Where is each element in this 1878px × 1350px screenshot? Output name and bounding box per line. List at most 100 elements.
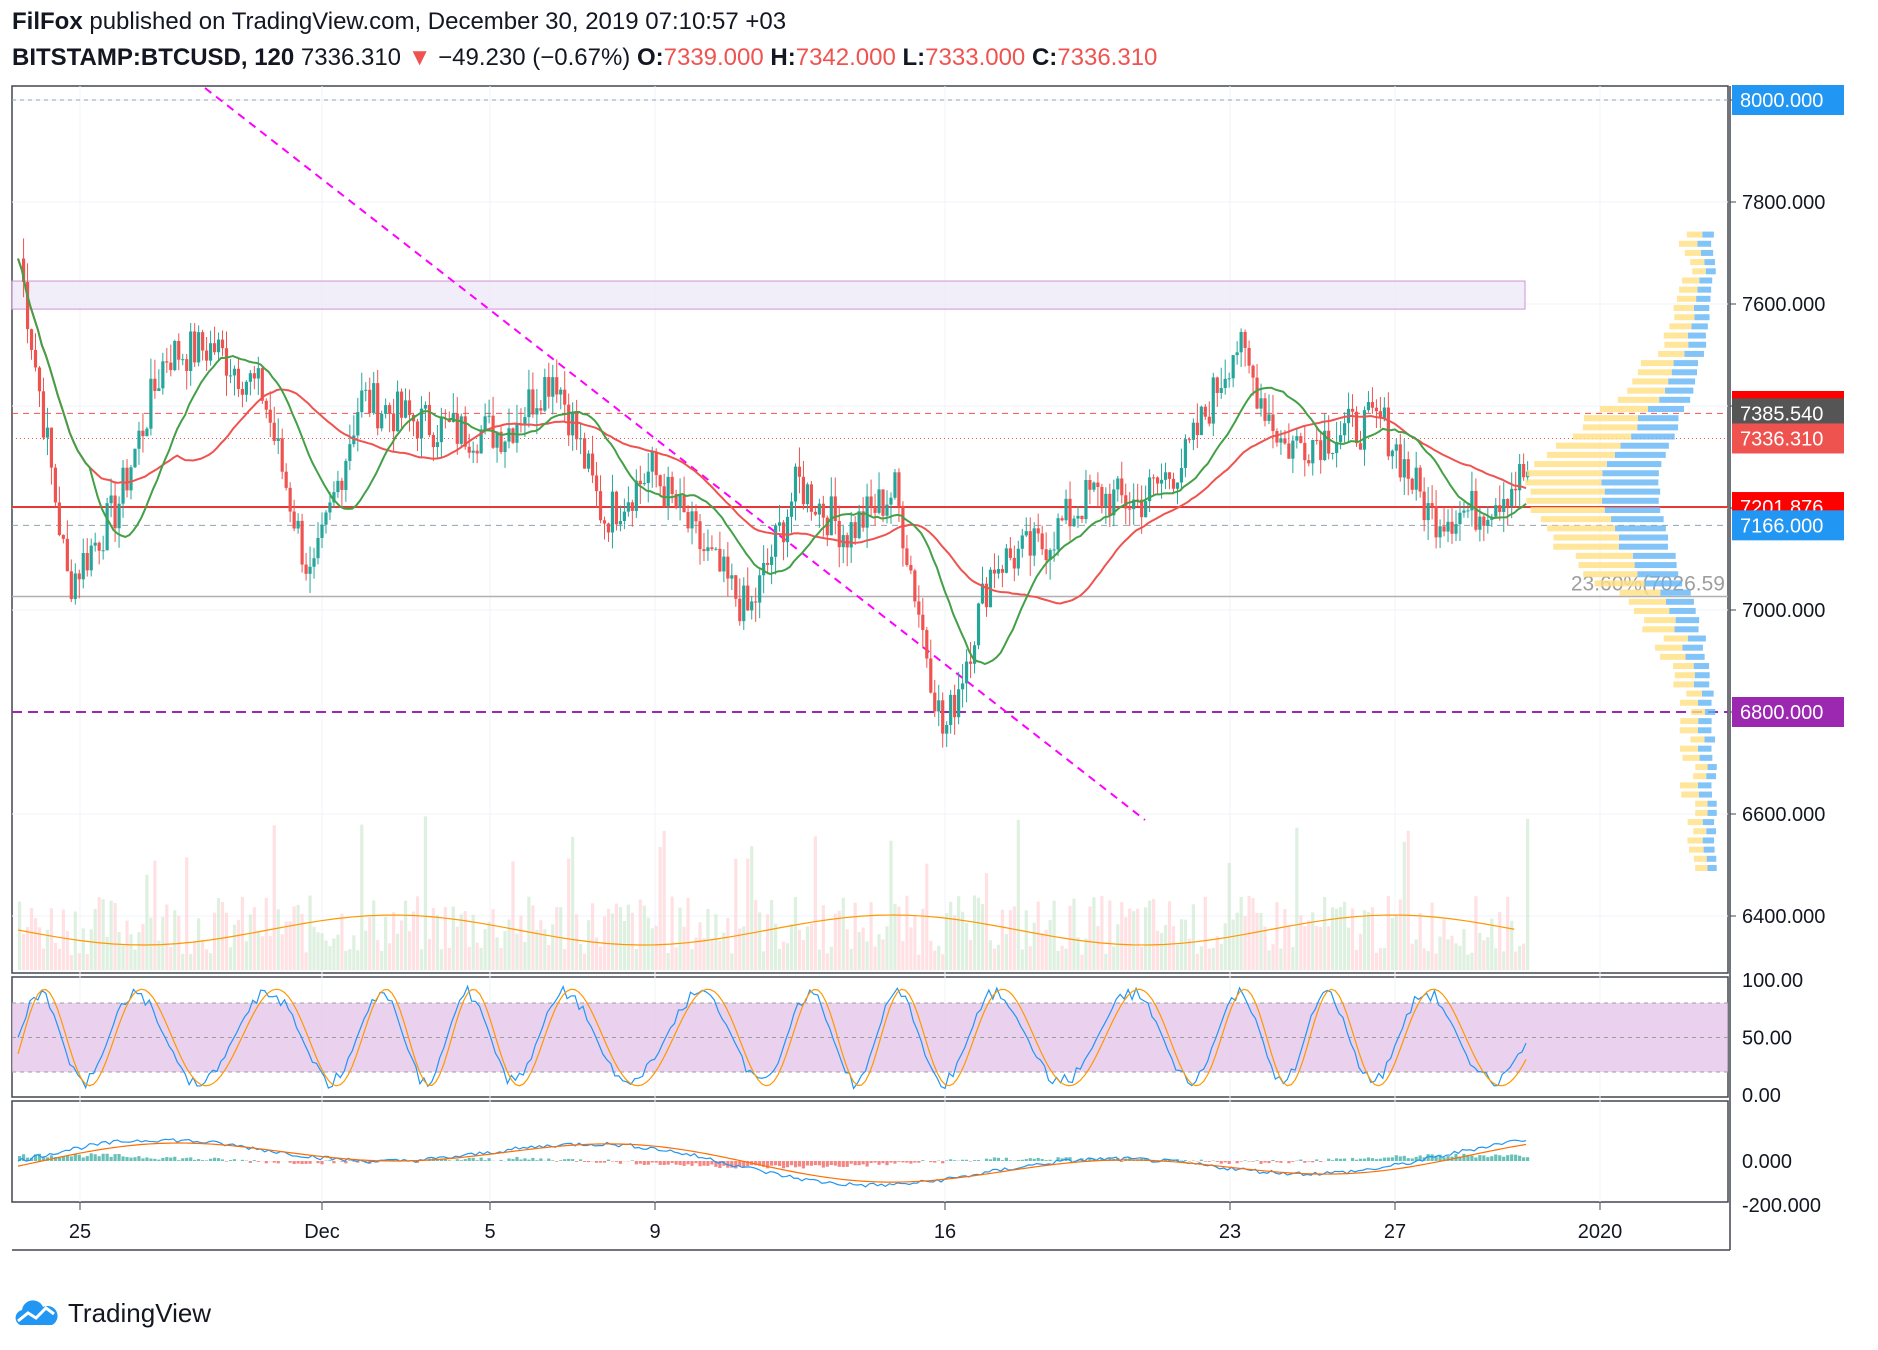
volume-bar (1382, 947, 1386, 970)
candle-body (137, 430, 141, 449)
candle-body (165, 361, 169, 363)
macd-histogram-bar (1068, 1157, 1072, 1161)
price-label-text: 6800.000 (1740, 702, 1823, 724)
ma-green-line (17, 258, 1527, 666)
macd-histogram-bar (181, 1158, 185, 1161)
macd-histogram-bar (1339, 1158, 1343, 1161)
macd-histogram-bar (1028, 1158, 1032, 1161)
macd-histogram-bar (1434, 1155, 1438, 1161)
macd-histogram-bar (173, 1156, 177, 1161)
candle-body (1410, 478, 1414, 490)
candle-body (21, 258, 26, 283)
macd-histogram-bar (224, 1161, 229, 1162)
macd-histogram-bar (499, 1159, 503, 1161)
candle-body (774, 525, 778, 557)
candle-body (407, 400, 412, 415)
volume-profile-bar (1671, 369, 1698, 376)
volume-bar (1490, 918, 1494, 970)
volume-bar (1223, 923, 1227, 970)
volume-bar (197, 918, 201, 970)
volume-bar (1414, 939, 1418, 970)
volume-bar (1136, 908, 1140, 970)
macd-histogram-bar (730, 1161, 734, 1168)
volume-profile-bar (1706, 828, 1717, 835)
candle-body (101, 550, 105, 552)
volume-bar (901, 941, 905, 970)
candle-body (583, 438, 587, 469)
candle-body (1060, 518, 1064, 521)
candle-body (547, 377, 551, 397)
candle-body (853, 522, 857, 539)
volume-profile-bar (1666, 598, 1694, 605)
volume-bar (893, 903, 897, 970)
volume-bar (392, 912, 396, 970)
candle-body (1056, 518, 1060, 550)
volume-bar (121, 944, 125, 970)
author-name[interactable]: FilFox (12, 8, 83, 35)
macd-histogram-bar (976, 1160, 981, 1161)
candle-body (933, 692, 937, 712)
volume-bar (630, 912, 634, 970)
volume-bar (563, 949, 567, 970)
volume-bar (964, 922, 969, 970)
candle-body (658, 475, 662, 487)
symbol-name[interactable]: BITSTAMP:BTCUSD, 120 (12, 44, 295, 71)
volume-bar (682, 926, 686, 970)
volume-bar (1004, 933, 1008, 970)
candle-body (1271, 414, 1275, 432)
candle-body (1144, 501, 1148, 518)
volume-bar (1243, 916, 1247, 970)
volume-bar (189, 954, 193, 970)
volume-profile-bar (1699, 277, 1713, 284)
volume-profile-bar (1686, 690, 1702, 697)
volume-profile-bar (1695, 764, 1708, 771)
macd-histogram-bar (762, 1161, 766, 1167)
volume-bar (881, 939, 885, 970)
candle-body (1187, 439, 1191, 441)
candle-body (746, 585, 750, 611)
macd-histogram-bar (507, 1158, 511, 1161)
macd-histogram-bar (57, 1157, 61, 1161)
volume-bar (857, 932, 861, 970)
tradingview-logo[interactable]: TradingView (12, 1298, 211, 1329)
candle-body (1195, 422, 1199, 436)
macd-histogram-bar (1370, 1158, 1375, 1161)
macd-histogram-bar (61, 1155, 65, 1161)
volume-profile-bar (1530, 488, 1605, 495)
macd-histogram-bar (205, 1160, 209, 1161)
volume-bar (1446, 939, 1450, 970)
candle-body (511, 428, 515, 443)
macd-histogram-bar (766, 1161, 770, 1169)
volume-profile-bar (1675, 617, 1700, 624)
candle-body (543, 377, 547, 411)
volume-bar (1299, 915, 1303, 970)
candle-body (1398, 444, 1402, 478)
candle-body (1028, 531, 1032, 556)
symbol-legend: BITSTAMP:BTCUSD, 120 7336.310 ▼ −49.230 … (12, 44, 1157, 72)
candle-body (710, 547, 714, 550)
candle-body (1179, 467, 1184, 483)
macd-histogram-bar (905, 1161, 909, 1163)
candle-body (1171, 478, 1176, 489)
macd-histogram-bar (316, 1161, 320, 1164)
volume-bar (909, 927, 913, 970)
candle-body (698, 521, 702, 550)
price-label-box (1732, 423, 1844, 454)
volume-bar (734, 858, 738, 970)
macd-histogram-bar (1466, 1155, 1470, 1161)
volume-bar (1406, 830, 1410, 970)
candle-body (1040, 533, 1044, 550)
candle-body (1068, 498, 1072, 527)
macd-histogram-bar (1032, 1158, 1036, 1161)
candle-body (1446, 521, 1450, 532)
candle-body (777, 522, 782, 526)
volume-bar (1394, 915, 1398, 970)
volume-bar (1442, 919, 1446, 970)
chart-area[interactable]: 25 Dec 5 9 16 23 27 2020 8000.000 7800.000 7600.00… (0, 80, 1878, 1280)
volume-bar (1398, 899, 1402, 970)
macd-histogram-bar (439, 1158, 443, 1161)
x-tick-label: 9 (649, 1221, 660, 1243)
candle-body (666, 476, 670, 507)
volume-bar (479, 947, 483, 970)
volume-profile-bar (1697, 727, 1712, 734)
